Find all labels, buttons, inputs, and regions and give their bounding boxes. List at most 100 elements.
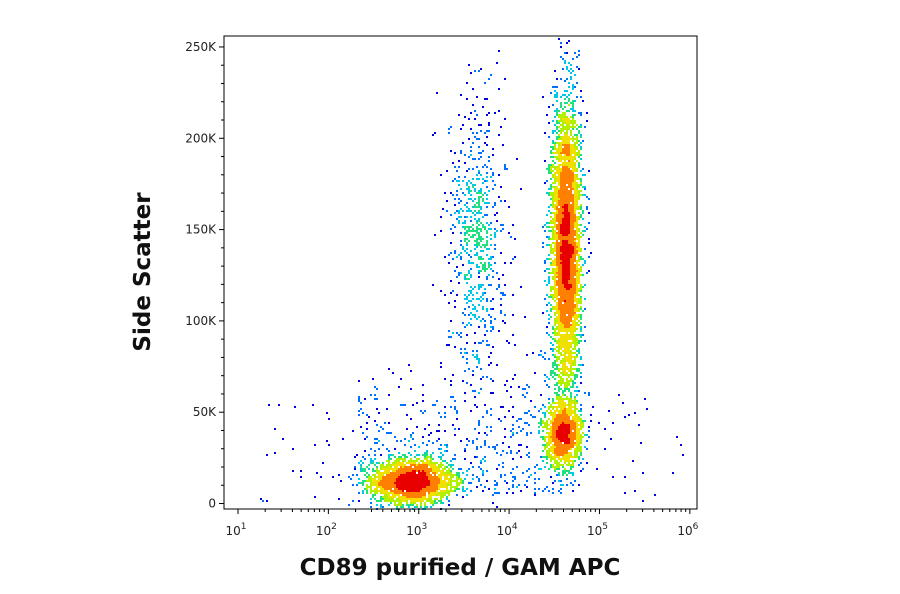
event-dot [572, 274, 574, 276]
event-dot [394, 504, 396, 506]
event-dot [558, 404, 560, 406]
event-dot [412, 500, 414, 502]
event-dot [366, 490, 368, 492]
event-dot [562, 216, 564, 218]
event-dot [578, 254, 580, 256]
event-dot [546, 486, 548, 488]
event-dot [424, 454, 426, 456]
event-dot [524, 484, 526, 486]
event-dot [520, 418, 522, 420]
event-dot [450, 214, 452, 216]
event-dot [570, 318, 572, 320]
event-dot [570, 216, 572, 218]
event-dot [578, 300, 580, 302]
event-dot [454, 408, 456, 410]
event-dot [558, 280, 560, 282]
event-dot [578, 276, 580, 278]
event-dot [436, 472, 438, 474]
event-dot [558, 120, 560, 122]
event-dot [580, 454, 582, 456]
event-dot [556, 136, 558, 138]
event-dot [454, 434, 456, 436]
event-dot [426, 454, 428, 456]
event-dot [526, 470, 528, 472]
event-dot [376, 462, 378, 464]
event-dot [554, 388, 556, 390]
event-dot [560, 238, 562, 240]
event-dot [548, 278, 550, 280]
event-dot [544, 446, 546, 448]
event-dot [466, 248, 468, 250]
event-dot [568, 348, 570, 350]
event-dot [508, 342, 510, 344]
event-dot [392, 470, 394, 472]
event-dot [430, 494, 432, 496]
event-dot [426, 456, 428, 458]
event-dot [444, 492, 446, 494]
event-dot [576, 200, 578, 202]
event-dot [570, 398, 572, 400]
event-dot [458, 222, 460, 224]
event-dot [408, 462, 410, 464]
event-dot [582, 230, 584, 232]
event-dot [568, 326, 570, 328]
event-dot [570, 196, 572, 198]
event-dot [402, 404, 404, 406]
event-dot [560, 324, 562, 326]
event-dot [472, 88, 474, 90]
event-dot [548, 206, 550, 208]
event-dot [422, 442, 424, 444]
event-dot [470, 318, 472, 320]
event-dot [576, 238, 578, 240]
event-dot [558, 194, 560, 196]
event-dot [416, 476, 418, 478]
event-dot [574, 212, 576, 214]
event-dot [574, 274, 576, 276]
event-dot [490, 326, 492, 328]
event-dot [562, 262, 564, 264]
event-dot [558, 374, 560, 376]
event-dot [556, 158, 558, 160]
event-dot [566, 360, 568, 362]
event-dot [466, 362, 468, 364]
event-dot [550, 414, 552, 416]
event-dot [576, 446, 578, 448]
event-dot [578, 456, 580, 458]
event-dot [554, 268, 556, 270]
event-dot [446, 444, 448, 446]
event-dot [560, 200, 562, 202]
event-dot [430, 486, 432, 488]
event-dot [414, 476, 416, 478]
event-dot [486, 186, 488, 188]
event-dot [454, 346, 456, 348]
event-dot [432, 452, 434, 454]
event-dot [576, 154, 578, 156]
event-dot [564, 428, 566, 430]
event-dot [568, 400, 570, 402]
event-dot [542, 356, 544, 358]
event-dot [446, 472, 448, 474]
event-dot [464, 232, 466, 234]
event-dot [550, 264, 552, 266]
event-dot [432, 488, 434, 490]
event-dot [434, 474, 436, 476]
event-dot [416, 490, 418, 492]
event-dot [572, 226, 574, 228]
event-dot [388, 422, 390, 424]
event-dot [478, 392, 480, 394]
event-dot [544, 298, 546, 300]
event-dot [444, 490, 446, 492]
event-dot [562, 406, 564, 408]
event-dot [570, 278, 572, 280]
event-dot [560, 278, 562, 280]
event-dot [566, 132, 568, 134]
event-dot [480, 270, 482, 272]
event-dot [562, 226, 564, 228]
event-dot [566, 154, 568, 156]
event-dot [566, 208, 568, 210]
event-dot [486, 214, 488, 216]
event-dot [382, 478, 384, 480]
event-dot [418, 494, 420, 496]
event-dot [548, 166, 550, 168]
event-dot [552, 376, 554, 378]
